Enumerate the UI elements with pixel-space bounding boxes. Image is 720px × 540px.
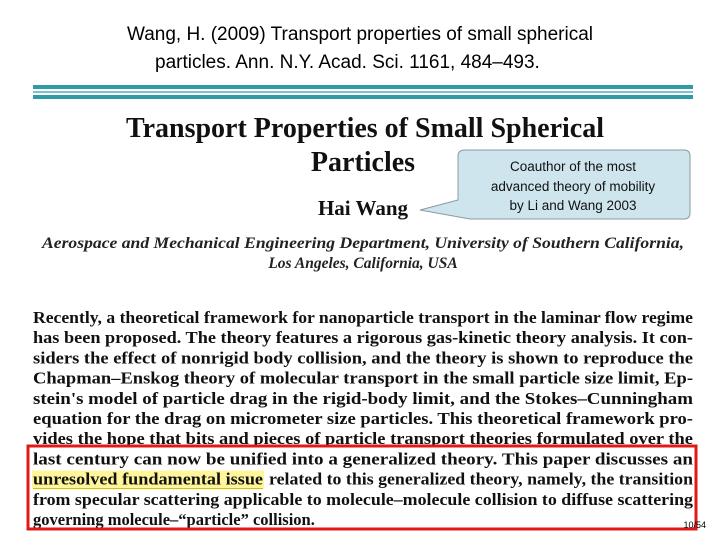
callout-text: by Li and Wang 2003 bbox=[509, 198, 636, 213]
paper-title: Particles bbox=[311, 147, 415, 178]
callout-text: advanced theory of mobility bbox=[491, 179, 656, 194]
paper-title: Transport Properties of Small Spherical bbox=[126, 113, 604, 144]
affiliation: Aerospace and Mechanical Engineering Dep… bbox=[41, 235, 684, 252]
rule bbox=[33, 95, 693, 99]
rule bbox=[33, 91, 693, 93]
abstract-line: Chapman–Enskog theory of molecular trans… bbox=[33, 369, 693, 388]
abstract: Recently, a theoretical framework for na… bbox=[32, 308, 694, 529]
rule bbox=[33, 85, 693, 89]
abstract-line: last century can now be unified into a g… bbox=[33, 449, 693, 468]
abstract-highlight: unresolved fundamental issue bbox=[33, 470, 263, 489]
highlight bbox=[32, 470, 264, 489]
page-number: 10/54 bbox=[683, 520, 706, 530]
emphasis-box bbox=[26, 444, 698, 531]
callout-box bbox=[419, 149, 691, 220]
callout-text: Coauthor of the most bbox=[510, 159, 636, 174]
abstract-line: stein's model of particle drag in the ri… bbox=[33, 389, 693, 408]
header-line: particles. Ann. N.Y. Acad. Sci. 1161, 48… bbox=[155, 52, 540, 73]
abstract-line: equation for the drag on micrometer size… bbox=[33, 409, 693, 428]
abstract-line: related to this generalized theory, name… bbox=[269, 470, 693, 489]
abstract-line: siders the effect of nonrigid body colli… bbox=[33, 348, 693, 367]
header-line: Wang, H. (2009) Transport properties of … bbox=[127, 24, 593, 45]
abstract-line: Recently, a theoretical framework for na… bbox=[33, 308, 693, 327]
abstract-line: vides the hope that bits and pieces of p… bbox=[33, 429, 693, 448]
abstract-line: governing molecule–“particle” collision. bbox=[33, 510, 315, 529]
abstract-line: has been proposed. The theory features a… bbox=[33, 328, 693, 347]
author: Hai Wang bbox=[318, 196, 409, 220]
abstract-line: from specular scattering applicable to m… bbox=[33, 490, 694, 509]
affiliation: Los Angeles, California, USA bbox=[267, 255, 457, 272]
